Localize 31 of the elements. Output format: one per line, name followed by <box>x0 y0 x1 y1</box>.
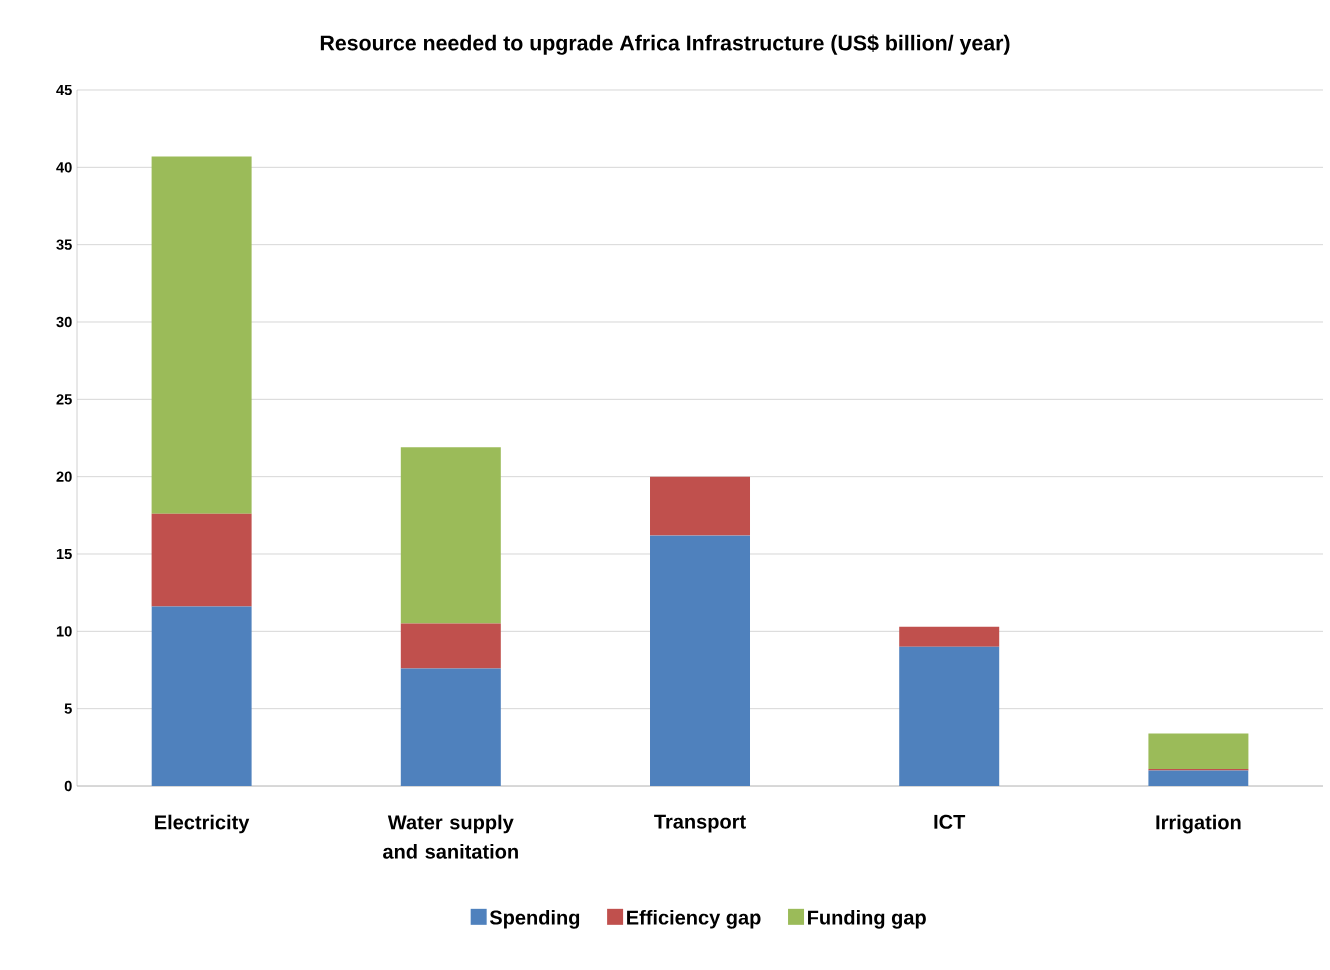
bar <box>400 623 501 669</box>
y-tick-label: 5 <box>64 703 72 714</box>
y-tick-label: 10 <box>56 626 72 637</box>
bar <box>151 606 252 786</box>
legend-label: Spending <box>489 909 580 929</box>
x-tick-label: Electricity <box>155 814 250 834</box>
bar <box>151 513 252 607</box>
bar <box>400 447 501 624</box>
legend-label: Efficiency gap <box>627 909 761 929</box>
bar <box>899 646 1000 786</box>
x-tick-label: Water supply and sanitation <box>383 814 518 859</box>
y-tick-label: 0 <box>64 780 72 792</box>
legend-label: Funding gap <box>808 909 926 929</box>
y-tick-label: 25 <box>56 394 72 405</box>
bar <box>1148 733 1249 769</box>
bar <box>400 668 501 786</box>
x-tick-label: ICT <box>934 814 966 829</box>
chart-title: Resource needed to upgrade Africa Infrastructure (US$ billion/ year) <box>320 34 1010 55</box>
y-tick-label: 20 <box>56 471 72 482</box>
bar <box>1148 770 1249 786</box>
y-tick-label: 45 <box>56 84 72 96</box>
y-tick-label: 35 <box>56 239 72 250</box>
y-tick-label: 30 <box>56 316 72 328</box>
y-tick-label: 40 <box>56 162 72 173</box>
bar <box>151 156 252 514</box>
bar <box>650 476 751 536</box>
y-tick-label: 15 <box>56 548 72 560</box>
x-tick-label: Irrigation <box>1156 814 1241 834</box>
x-tick-label: Transport <box>654 814 746 833</box>
bar <box>650 535 751 786</box>
bar <box>899 626 1000 647</box>
